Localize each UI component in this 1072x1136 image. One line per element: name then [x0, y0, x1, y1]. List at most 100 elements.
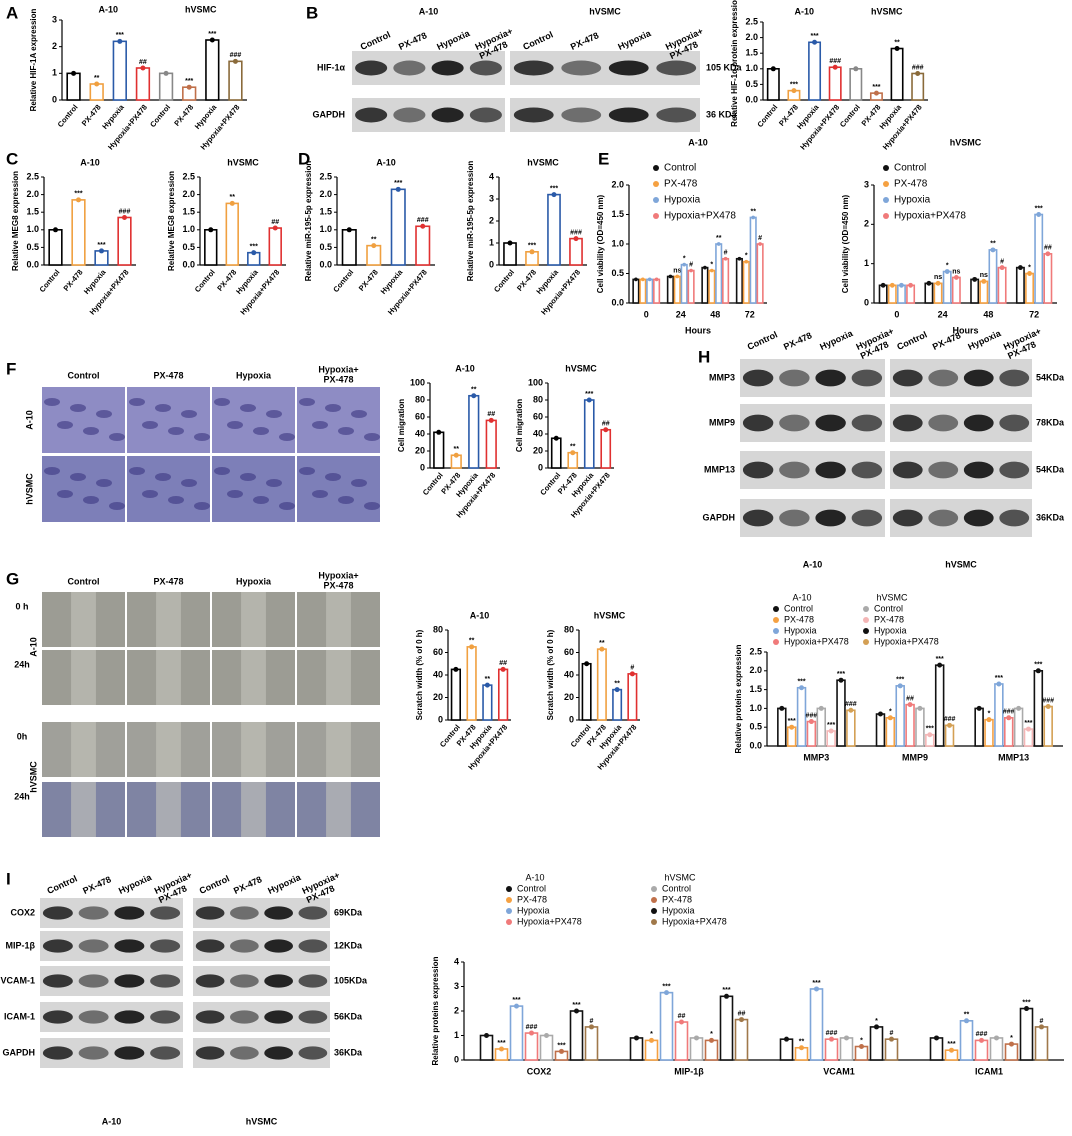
significance-label: *** — [1035, 205, 1043, 212]
cell — [83, 496, 99, 504]
blot-band — [999, 509, 1030, 527]
significance-label: ### — [829, 58, 841, 65]
y-tick-label: 2.0 — [182, 189, 195, 199]
cell — [240, 404, 256, 412]
x-tick-label: MMP3 — [803, 752, 829, 762]
significance-label: *** — [995, 675, 1003, 682]
bar — [524, 1032, 539, 1061]
bar — [808, 41, 822, 101]
blot-band — [779, 461, 810, 479]
significance-label: ### — [976, 1031, 988, 1038]
legend-label: Hypoxia+PX478 — [517, 916, 582, 926]
bar — [704, 1039, 719, 1061]
bar-point — [94, 81, 100, 87]
y-tick-label: 0.5 — [26, 242, 39, 252]
bar — [974, 1039, 989, 1061]
lane-label: PX-478 — [569, 30, 600, 52]
significance-label: *** — [550, 185, 558, 192]
bar — [1043, 253, 1053, 304]
x-tick-label: ICAM1 — [975, 1066, 1003, 1076]
bar-point — [724, 993, 729, 999]
legend-label: PX-478 — [874, 614, 904, 624]
bar-point — [828, 728, 834, 734]
y-tick-label: 0 — [489, 259, 494, 269]
blot-row-label: MMP3 — [709, 372, 735, 382]
bar — [644, 1039, 659, 1061]
bar-point — [529, 249, 535, 255]
bar-point — [529, 1030, 534, 1036]
bar — [895, 685, 905, 747]
cell — [142, 421, 158, 429]
bar-point — [818, 705, 824, 711]
y-tick-label: 1 — [454, 1030, 459, 1040]
bar — [959, 1019, 974, 1061]
blot-row-label: GAPDH — [702, 512, 735, 522]
panel-letter: D — [298, 149, 310, 168]
significance-label: ** — [964, 1012, 970, 1019]
bar — [158, 72, 174, 101]
legend-marker — [506, 908, 512, 914]
blot-band — [78, 974, 109, 988]
bar-point — [799, 685, 805, 691]
bar-point — [737, 256, 742, 261]
blot-band — [999, 414, 1030, 432]
bar-point — [1045, 704, 1051, 710]
bar-point — [229, 200, 235, 206]
bar — [994, 683, 1004, 747]
blot-size-label: 105 KDa — [706, 62, 743, 72]
legend-title: A-10 — [525, 872, 544, 882]
blot-band — [298, 906, 328, 920]
bar-point — [1024, 1006, 1029, 1012]
blot-band — [851, 414, 883, 432]
legend-marker — [773, 606, 779, 612]
bar-point — [573, 236, 579, 242]
column-label: Hypoxia — [236, 370, 272, 380]
blot-band — [999, 461, 1030, 479]
significance-label: ** — [94, 75, 100, 82]
column-label: Hypoxia — [236, 576, 272, 586]
group-title: hVSMC — [185, 4, 217, 14]
significance-label: * — [710, 261, 713, 268]
x-axis-label: Hours — [685, 325, 711, 335]
cell — [351, 479, 367, 487]
blot-band — [608, 107, 649, 123]
blot-group-label: A-10 — [419, 6, 439, 16]
chart-title: hVSMC — [565, 363, 597, 373]
blot-size-label: 12KDa — [334, 940, 363, 950]
bar — [117, 216, 132, 266]
x-tick-label: Control — [421, 471, 445, 497]
y-tick-label: 0.0 — [182, 259, 195, 269]
significance-label: ## — [139, 59, 147, 66]
blot-band — [513, 60, 554, 76]
scratch-gap — [71, 782, 96, 837]
y-tick-label: 2.0 — [319, 189, 332, 199]
bar-point — [874, 1024, 879, 1030]
blot-band — [298, 939, 328, 953]
bar — [1034, 213, 1044, 304]
micrograph — [127, 456, 210, 522]
bar — [612, 688, 623, 721]
bar-point — [812, 39, 818, 45]
significance-label: ** — [454, 446, 460, 453]
y-tick-label: 0 — [52, 94, 57, 104]
significance-label: ## — [906, 695, 914, 702]
lane-label: Control — [45, 873, 78, 896]
column-label: PX-478 — [153, 370, 183, 380]
bar-point — [208, 227, 214, 233]
significance-label: *** — [790, 81, 798, 88]
significance-label: ### — [944, 716, 956, 723]
blot-band — [779, 509, 810, 527]
blot-band — [195, 939, 225, 953]
column-label: PX-478 — [323, 580, 353, 590]
bar — [929, 1037, 944, 1061]
y-tick-label: 0.0 — [26, 259, 39, 269]
bar-point — [1017, 265, 1023, 271]
y-tick-label: 0 — [538, 462, 543, 472]
significance-label: *** — [74, 191, 82, 198]
blot-band — [355, 107, 388, 123]
significance-label: ** — [471, 387, 477, 394]
bar — [653, 278, 661, 304]
cell — [96, 479, 112, 487]
bar — [71, 199, 86, 266]
y-axis-label: Cell viability (OD=450 nm) — [596, 194, 605, 293]
